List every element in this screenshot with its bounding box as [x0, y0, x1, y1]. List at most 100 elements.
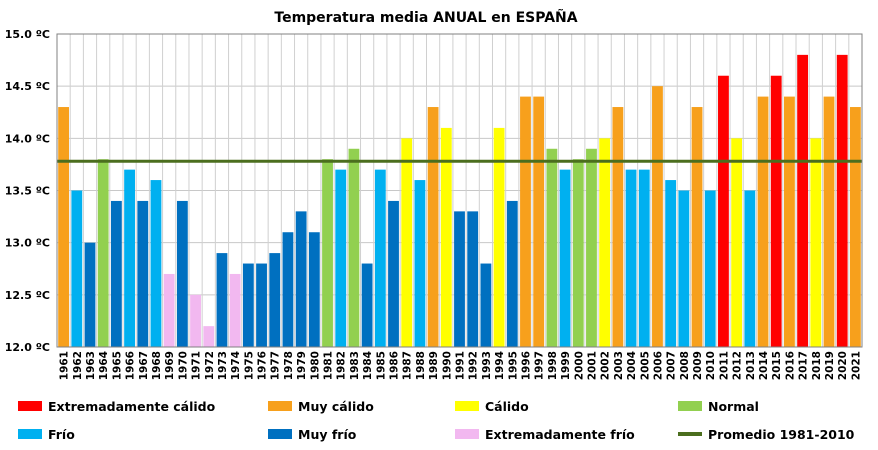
bar-2012 — [731, 138, 743, 347]
bar-1998 — [546, 148, 558, 347]
x-tick-label: 2016 — [784, 351, 796, 380]
x-tick-label: 1961 — [59, 351, 71, 380]
legend-label: Frío — [48, 427, 75, 442]
x-tick-label: 1973 — [217, 351, 229, 380]
legend-line-swatch — [678, 432, 702, 436]
x-tick-label: 2020 — [837, 351, 849, 380]
x-tick-label: 2006 — [652, 351, 664, 380]
x-tick-label: 1975 — [243, 351, 255, 380]
bar-2006 — [652, 86, 663, 348]
bar-1980 — [308, 232, 320, 347]
x-tick-label: 1968 — [151, 351, 163, 380]
x-tick-label: 1988 — [415, 351, 427, 380]
x-tick-label: 1990 — [441, 351, 453, 380]
bar-1967 — [137, 200, 149, 347]
grid — [56, 33, 863, 348]
bar-1995 — [506, 200, 518, 347]
legend: Extremadamente cálido Muy cálido Cálido Nor… — [18, 399, 855, 442]
bar-1985 — [374, 169, 386, 347]
legend-item-muy_calido: Muy cálido — [268, 399, 374, 414]
x-tick-label: 1978 — [283, 351, 295, 380]
bar-2008 — [678, 190, 690, 347]
legend-item-frio: Frío — [18, 427, 75, 442]
bar-1979 — [295, 211, 307, 347]
x-tick-label: 1984 — [362, 351, 374, 380]
bar-1977 — [269, 253, 281, 347]
legend-swatch — [678, 401, 702, 411]
axes — [56, 33, 863, 348]
x-tick-label: 2019 — [824, 351, 836, 380]
bar-2005 — [638, 169, 650, 347]
bar-1996 — [520, 96, 531, 347]
legend-label: Muy cálido — [298, 399, 374, 414]
legend-label: Muy frío — [298, 427, 357, 442]
x-tick-label: 1998 — [547, 351, 559, 380]
x-tick-label: 1974 — [230, 351, 242, 380]
x-tick-label: 2004 — [626, 351, 638, 380]
x-tick-label: 2013 — [745, 351, 757, 380]
x-tick-label: 1967 — [138, 351, 150, 380]
x-tick-label: 1993 — [481, 351, 493, 380]
bar-1999 — [559, 169, 571, 347]
x-tick-label: 1989 — [428, 351, 440, 380]
bar-1989 — [427, 107, 439, 348]
bar-1997 — [533, 96, 545, 347]
bar-2013 — [744, 190, 756, 347]
bar-1970 — [176, 200, 188, 347]
x-axis-ticks: 1961 1962 1963 1964 1965 1966 1967 1968 1969 1970… — [59, 351, 863, 380]
x-tick-label: 1969 — [164, 351, 176, 380]
bar-2009 — [691, 107, 703, 348]
bar-1992 — [467, 211, 479, 347]
bar-2017 — [797, 54, 809, 347]
bar-2016 — [784, 96, 795, 347]
legend-item-calido: Cálido — [455, 399, 529, 414]
legend-item-normal: Normal — [678, 399, 759, 414]
legend-swatch — [18, 401, 42, 411]
bar-1988 — [414, 180, 426, 347]
legend-swatch — [18, 429, 42, 439]
x-tick-label: 1987 — [402, 351, 414, 380]
bar-2004 — [625, 169, 637, 347]
legend-item-extremadamente_calido: Extremadamente cálido — [18, 399, 216, 414]
bar-1983 — [348, 148, 360, 347]
x-tick-label: 1995 — [507, 351, 519, 380]
legend-swatch — [455, 429, 479, 439]
x-tick-label: 2008 — [679, 351, 691, 380]
x-tick-label: 1977 — [270, 351, 282, 380]
legend-item-muy_frio: Muy frío — [268, 427, 357, 442]
x-tick-label: 1962 — [72, 351, 84, 380]
bar-1974 — [229, 273, 241, 347]
bar-1961 — [58, 107, 70, 348]
bar-2021 — [849, 107, 861, 348]
y-tick-label: 13.0 ºC — [5, 237, 50, 250]
x-tick-label: 2005 — [639, 351, 651, 380]
bar-2019 — [823, 96, 835, 347]
bar-1982 — [335, 169, 347, 347]
y-tick-label: 13.5 ºC — [5, 185, 50, 198]
bar-1981 — [322, 159, 333, 347]
bar-1969 — [163, 273, 175, 347]
x-tick-label: 2011 — [718, 351, 730, 380]
bar-1986 — [388, 200, 399, 347]
bar-2010 — [704, 190, 716, 347]
bar-1993 — [480, 263, 492, 347]
x-tick-label: 1963 — [85, 351, 97, 380]
legend-item-promedio: Promedio 1981-2010 — [678, 427, 855, 442]
x-tick-label: 1992 — [468, 351, 480, 380]
bar-1963 — [84, 242, 96, 347]
y-axis-ticks: 12.0 ºC 12.5 ºC 13.0 ºC 13.5 ºC 14.0 ºC 14.5 … — [5, 28, 50, 354]
bar-1975 — [242, 263, 254, 347]
x-tick-label: 1965 — [111, 351, 123, 380]
bar-1978 — [282, 232, 294, 347]
bar-1965 — [110, 200, 122, 347]
x-tick-label: 1991 — [455, 351, 467, 380]
x-tick-label: 1996 — [520, 351, 532, 380]
x-tick-label: 1976 — [257, 351, 269, 380]
x-tick-label: 1982 — [336, 351, 348, 380]
x-tick-label: 2014 — [758, 351, 770, 380]
x-tick-label: 2009 — [692, 351, 704, 380]
x-tick-label: 1983 — [349, 351, 361, 380]
x-tick-label: 2021 — [850, 351, 862, 380]
plot-frame — [56, 33, 863, 348]
